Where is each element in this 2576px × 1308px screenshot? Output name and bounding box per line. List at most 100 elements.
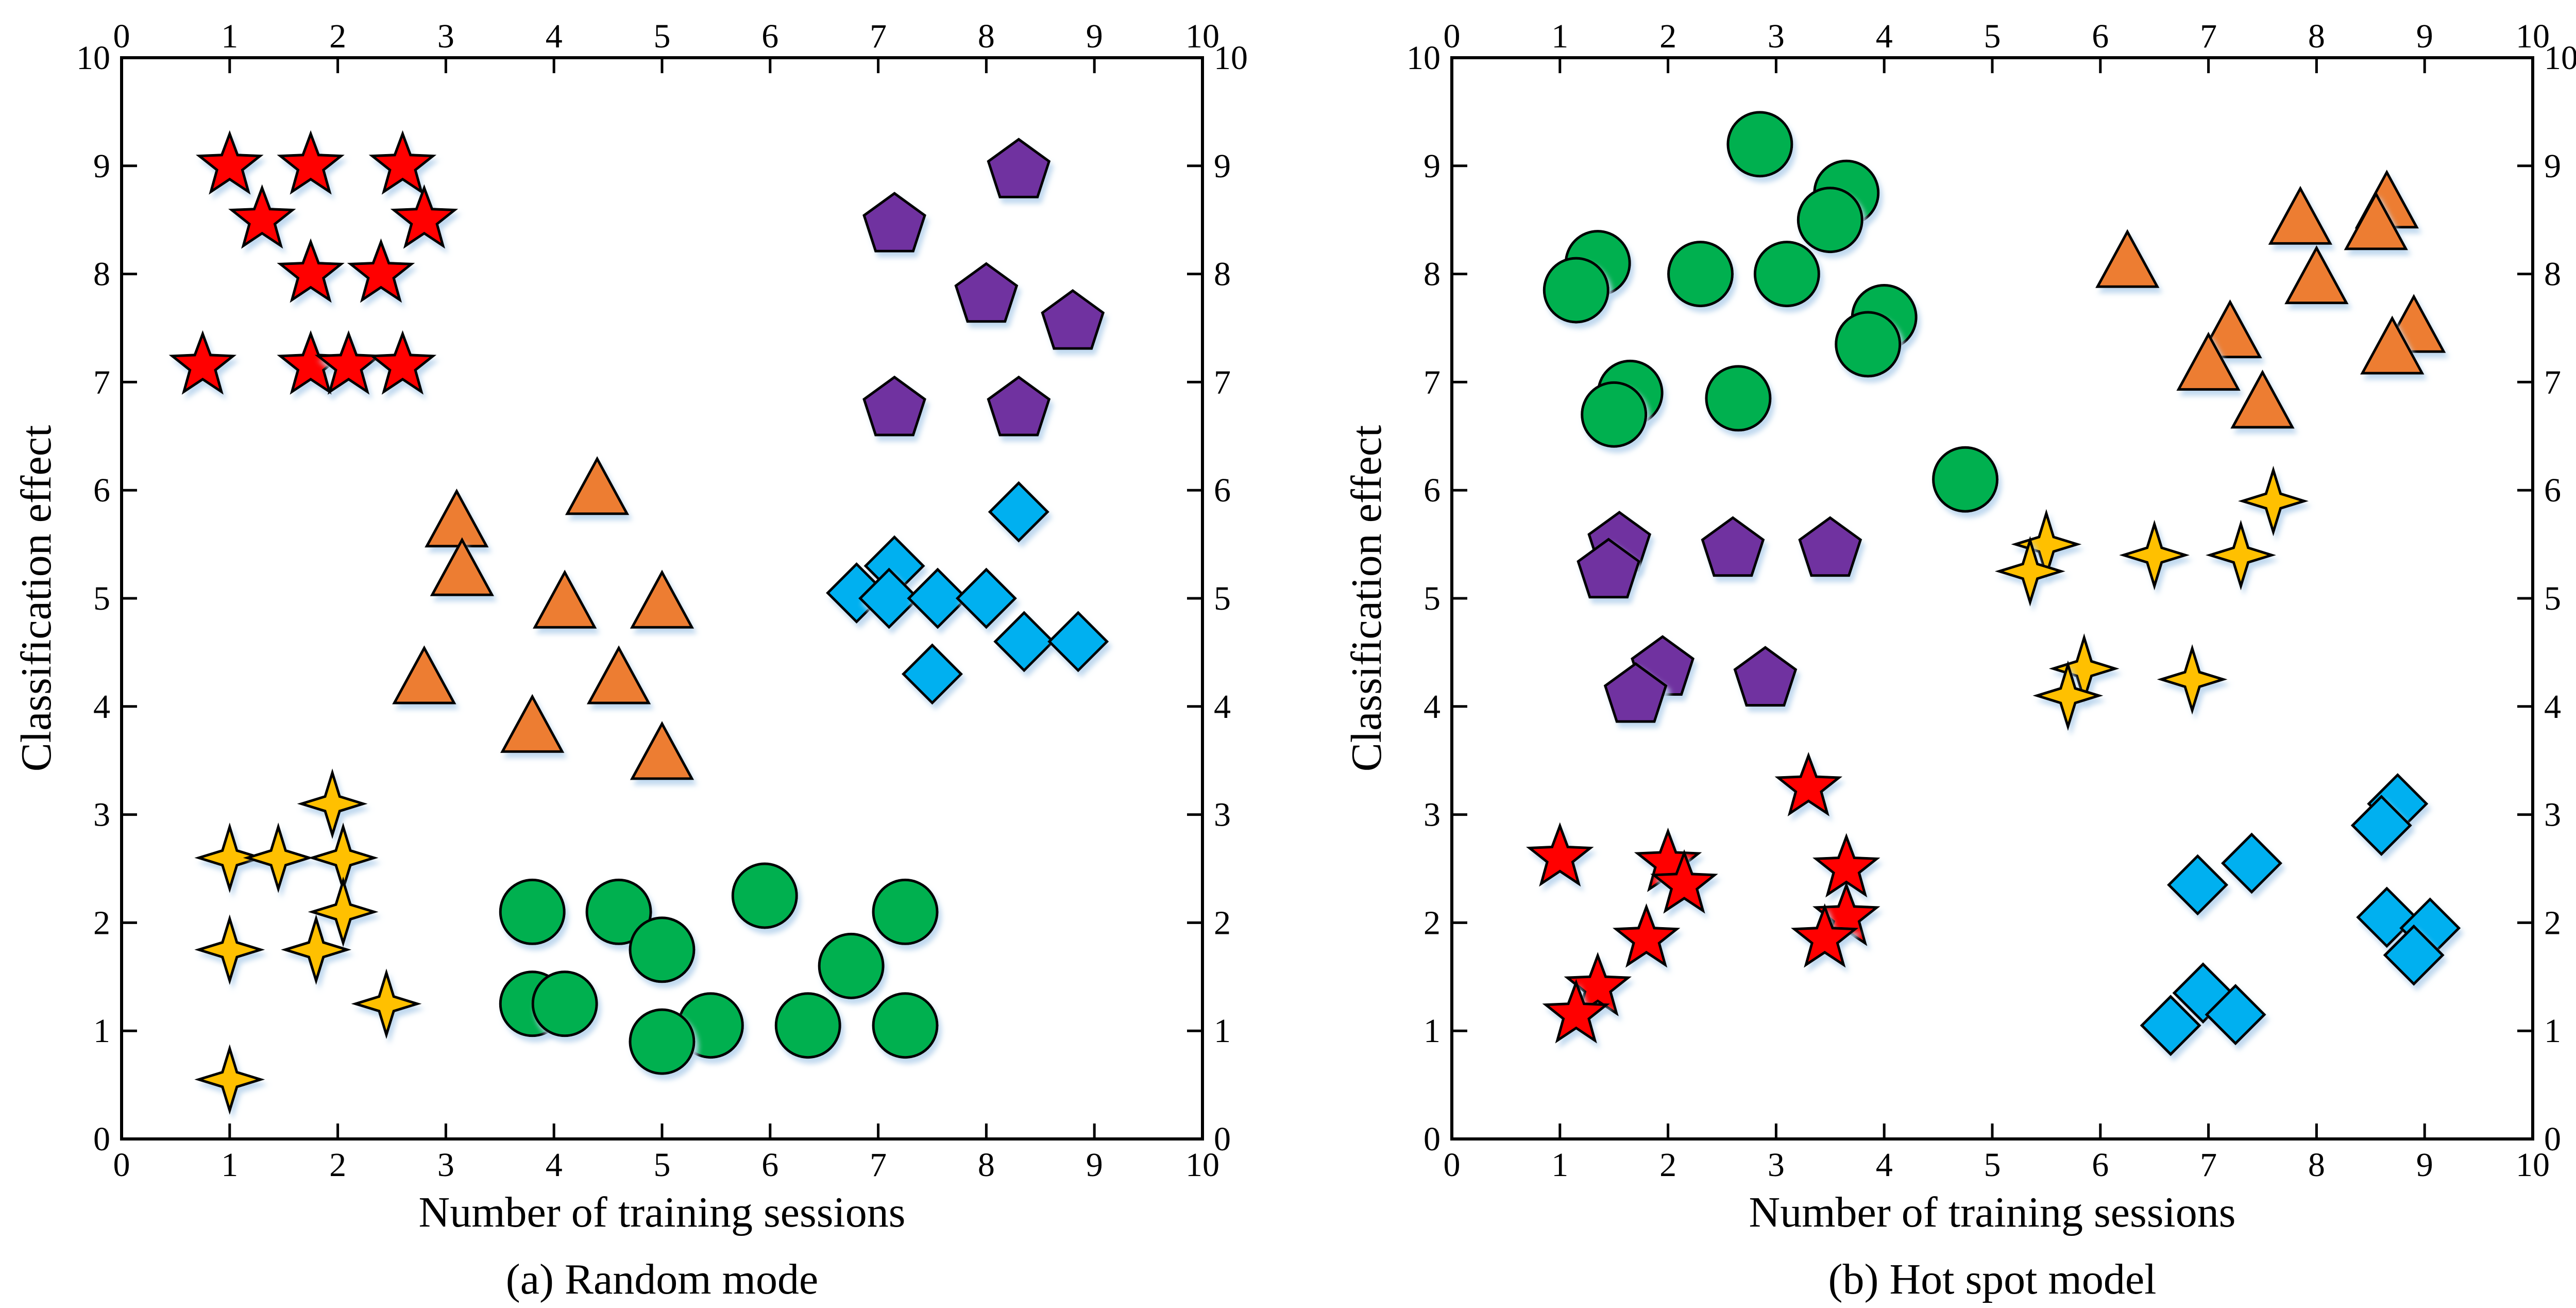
marker-diamond [2356, 886, 2418, 948]
y-tick-label-right: 7 [1214, 363, 1231, 401]
marker-star5 [390, 184, 459, 249]
marker-triangle [2344, 191, 2409, 250]
x-tick-label-top: 1 [221, 18, 238, 55]
marker-circle [774, 992, 841, 1059]
panel-b-caption: (b) Hot spot model [1828, 1255, 2157, 1303]
x-tick-label-bottom: 0 [113, 1146, 130, 1184]
marker-diamond [955, 567, 1017, 629]
y-tick-label-right: 8 [1214, 256, 1231, 293]
marker-pentagon [1701, 516, 1765, 577]
x-tick-label-bottom: 6 [2092, 1146, 2109, 1184]
marker-diamond [901, 643, 963, 705]
x-tick-label-bottom: 9 [2416, 1146, 2433, 1184]
panel-b-x-axis-label: Number of training sessions [1749, 1188, 2236, 1236]
marker-star5 [195, 130, 264, 195]
marker-diamond [2167, 854, 2229, 916]
y-tick-label-right: 5 [2544, 580, 2561, 617]
y-tick-label-left: 3 [93, 796, 110, 834]
y-tick-label-left: 10 [1406, 39, 1440, 77]
marker-star4 [194, 1044, 265, 1115]
x-tick-label-bottom: 9 [1086, 1146, 1103, 1184]
x-tick-label-bottom: 5 [654, 1146, 671, 1184]
x-tick-label-top: 6 [761, 18, 778, 55]
marker-circle [1753, 241, 1820, 308]
x-tick-label-bottom: 4 [1876, 1146, 1893, 1184]
marker-triangle [630, 569, 694, 629]
y-tick-label-right: 2 [2544, 904, 2561, 942]
x-tick-label-bottom: 8 [2308, 1146, 2325, 1184]
x-tick-label-top: 9 [1086, 18, 1103, 55]
x-tick-label-bottom: 8 [978, 1146, 995, 1184]
y-tick-label-right: 1 [2544, 1012, 2561, 1050]
marker-star4 [194, 914, 265, 985]
y-tick-label-left: 2 [93, 904, 110, 942]
marker-triangle [2198, 299, 2262, 359]
y-tick-label-left: 8 [93, 256, 110, 293]
y-tick-label-left: 10 [76, 39, 110, 77]
marker-circle [531, 970, 598, 1037]
marker-pentagon [1041, 289, 1105, 350]
marker-star5 [347, 238, 415, 303]
marker-pentagon [954, 262, 1019, 323]
marker-diamond [2350, 795, 2412, 857]
marker-triangle [2360, 315, 2425, 375]
x-tick-label-top: 5 [1984, 18, 2001, 55]
panel-a-x-axis-label: Number of training sessions [419, 1188, 906, 1236]
y-tick-label-right: 2 [1214, 904, 1231, 942]
marker-circle [1726, 111, 1793, 178]
marker-star5 [1612, 903, 1681, 968]
x-tick-label-top: 4 [546, 18, 563, 55]
marker-triangle [425, 489, 489, 548]
y-tick-label-right: 3 [1214, 796, 1231, 834]
marker-star5 [368, 330, 437, 395]
panel-a-markers [168, 130, 1109, 1115]
x-tick-label-top: 7 [870, 18, 887, 55]
marker-circle [1797, 187, 1863, 254]
marker-pentagon [1733, 646, 1798, 707]
x-tick-label-bottom: 5 [1984, 1146, 2001, 1184]
marker-star4 [2238, 465, 2309, 536]
marker-circle [1932, 446, 1999, 513]
marker-pentagon [862, 375, 926, 437]
marker-diamond [2205, 984, 2266, 1046]
marker-star5 [277, 238, 345, 303]
y-tick-label-left: 9 [1423, 147, 1440, 185]
y-tick-label-left: 9 [93, 147, 110, 185]
marker-star5 [1790, 903, 1859, 968]
x-tick-label-top: 8 [2308, 18, 2325, 55]
marker-star4 [2119, 519, 2190, 591]
marker-triangle [2230, 370, 2295, 429]
x-tick-label-top: 3 [1768, 18, 1785, 55]
marker-pentagon [987, 138, 1051, 198]
y-tick-label-left: 8 [1423, 256, 1440, 293]
y-tick-label-left: 0 [1423, 1120, 1440, 1158]
marker-star5 [1564, 952, 1632, 1017]
marker-triangle [2176, 331, 2241, 391]
x-tick-label-top: 0 [113, 18, 130, 55]
marker-star4 [308, 876, 379, 947]
x-tick-label-bottom: 2 [329, 1146, 346, 1184]
y-tick-label-left: 7 [1423, 363, 1440, 401]
marker-diamond [858, 567, 920, 629]
marker-circle [629, 916, 696, 983]
y-tick-label-right: 0 [2544, 1120, 2561, 1158]
marker-star5 [168, 330, 237, 395]
x-tick-label-bottom: 0 [1444, 1146, 1461, 1184]
x-tick-label-top: 9 [2416, 18, 2433, 55]
marker-pentagon [1603, 662, 1668, 723]
marker-pentagon [1798, 516, 1862, 577]
marker-diamond [2383, 924, 2445, 986]
x-tick-label-top: 3 [437, 18, 454, 55]
x-tick-label-top: 8 [978, 18, 995, 55]
marker-star4 [297, 768, 368, 840]
marker-triangle [392, 645, 456, 705]
marker-star4 [194, 822, 265, 893]
x-tick-label-top: 10 [2516, 18, 2550, 55]
marker-star4 [243, 823, 314, 893]
y-tick-label-right: 10 [1214, 39, 1248, 77]
marker-star4 [2206, 519, 2276, 591]
x-tick-label-top: 2 [1659, 18, 1676, 55]
panel-a-caption: (a) Random mode [506, 1255, 819, 1303]
marker-star4 [281, 914, 352, 985]
